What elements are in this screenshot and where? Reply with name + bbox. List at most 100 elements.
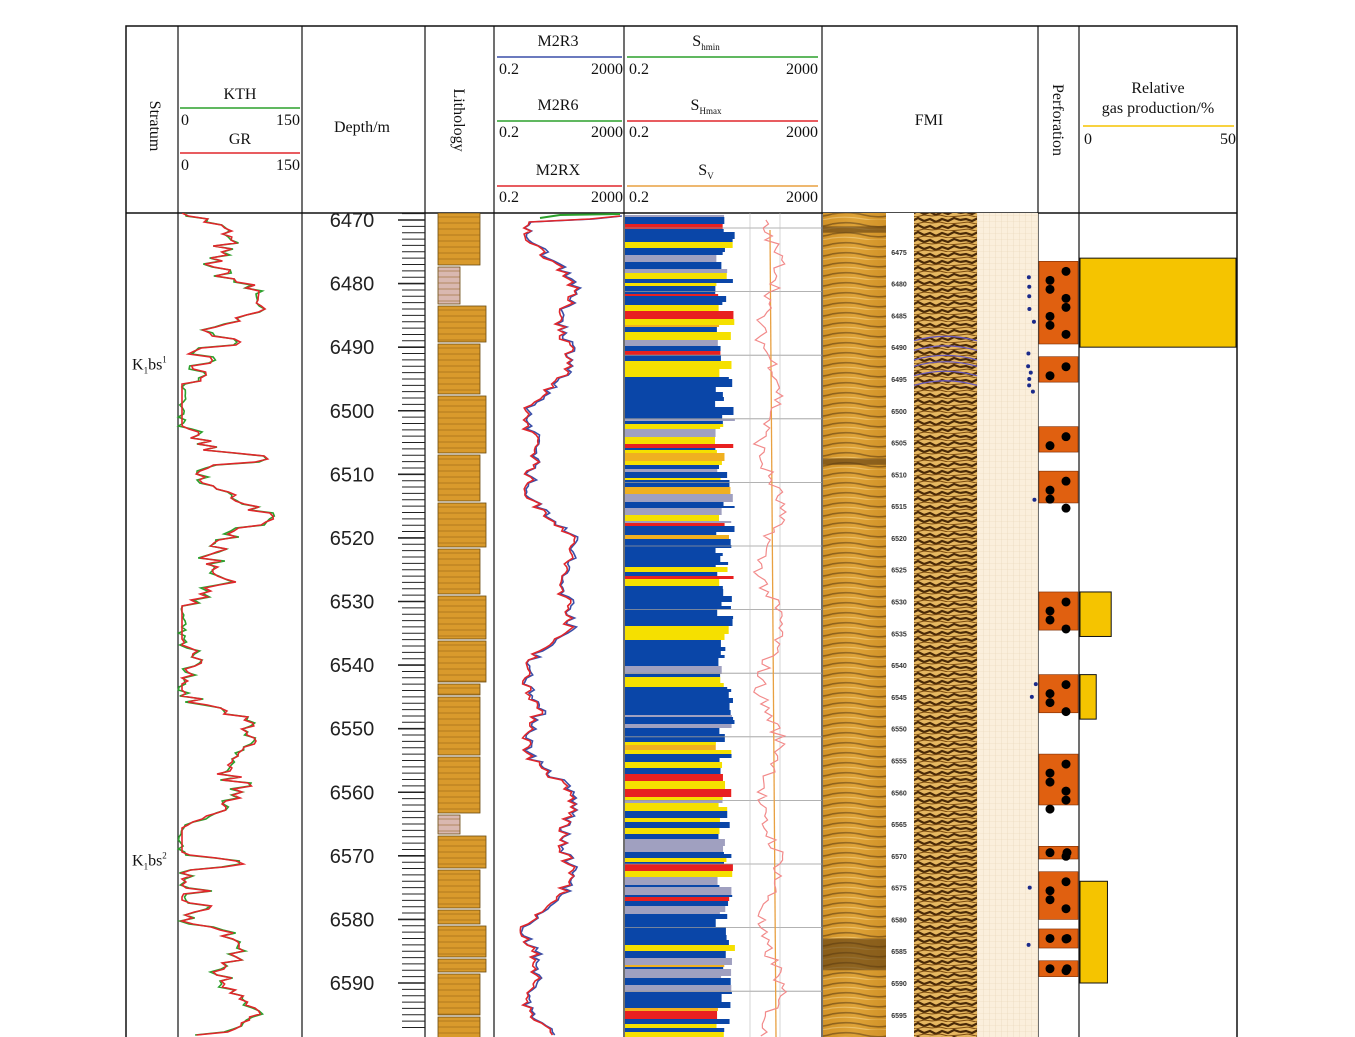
perforation-shot <box>1061 904 1071 914</box>
stress-band <box>625 887 732 895</box>
stress-band <box>625 269 728 273</box>
curve-min: 0.2 <box>499 61 519 78</box>
fmi-depth-label-6475: 6475 <box>891 250 907 257</box>
stress-band <box>625 487 731 494</box>
fmi-fracture-trace <box>913 361 978 367</box>
curve-max: 2000 <box>786 189 818 206</box>
depth-label-6510: 6510 <box>330 464 375 486</box>
stress-band <box>625 606 731 609</box>
stress-band <box>625 609 718 616</box>
fmi-dip-point <box>1027 294 1032 299</box>
fmi-dip-point <box>1027 284 1032 289</box>
stress-band <box>625 703 730 710</box>
gas-min: 0 <box>1084 131 1092 148</box>
stress-band <box>625 858 727 862</box>
stress-band <box>625 912 720 914</box>
depth-header: Depth/m <box>334 119 391 136</box>
curve-min: 0.2 <box>629 189 649 206</box>
stress-band <box>625 548 716 553</box>
stress-band <box>625 871 733 877</box>
perforation-interval <box>1038 928 1079 949</box>
perforation-shot <box>1045 698 1055 708</box>
fmi-depth-label-6495: 6495 <box>891 377 907 384</box>
stress-band <box>625 232 735 239</box>
stress-band <box>625 448 716 450</box>
depth-label-6550: 6550 <box>330 719 375 741</box>
perforation-shot <box>1061 786 1071 796</box>
fmi-dip-point <box>1027 307 1032 312</box>
stress-band <box>625 807 728 811</box>
curve-max: 2000 <box>786 61 818 78</box>
fmi-depth-label-6590: 6590 <box>891 981 907 988</box>
fmi-dark-band <box>823 226 886 233</box>
stress-band <box>625 562 729 565</box>
stress-band <box>625 469 718 472</box>
stress-band <box>625 822 730 828</box>
stress-band <box>625 302 723 305</box>
log-tracks: K1bs1 K1bs2 6470 6480 6490 6500 6510 6520 6530 65… <box>132 213 1237 1037</box>
shmax-curve <box>752 219 788 1037</box>
perforation-interval <box>1038 470 1079 504</box>
perforation-track <box>1038 261 1079 977</box>
stress-band <box>625 319 735 325</box>
depth-label-6540: 6540 <box>330 655 375 677</box>
perforation-shot <box>1045 320 1055 330</box>
stress-band <box>625 762 723 768</box>
fmi-dip-point <box>1026 942 1031 947</box>
stratum-label: K1bs1 <box>132 355 167 376</box>
fmi-depth-label-6550: 6550 <box>891 727 907 734</box>
stress-band <box>625 683 724 687</box>
perforation-shot <box>1045 964 1055 974</box>
stress-band <box>625 724 732 728</box>
fmi-grid-panel <box>977 213 1038 1037</box>
fmi-depth-label-6505: 6505 <box>891 441 907 448</box>
perforation-shot <box>1045 777 1055 787</box>
curve-min: 0.2 <box>629 124 649 141</box>
gas-max: 50 <box>1220 131 1236 148</box>
stress-band <box>625 626 729 634</box>
stress-band <box>625 327 717 332</box>
fmi-depth-label-6525: 6525 <box>891 568 907 575</box>
gas-header-line1: Relative <box>1131 80 1184 97</box>
fmi-depth-label-6545: 6545 <box>891 695 907 702</box>
stress-band <box>625 453 725 461</box>
stress-band <box>625 379 733 387</box>
stress-band <box>625 651 721 655</box>
gas-production-bar <box>1079 880 1108 984</box>
stress-band <box>625 461 722 465</box>
stress-band <box>625 692 729 698</box>
fmi-depth-strip <box>886 213 914 1037</box>
stress-band <box>625 292 716 294</box>
stress-band <box>625 567 728 572</box>
stress-band <box>625 539 731 545</box>
fmi-dark-band <box>823 458 886 465</box>
curve-name-s-v: SV <box>698 162 714 181</box>
perforation-interval <box>1038 356 1079 383</box>
perforation-interval <box>1038 261 1079 345</box>
stress-band <box>625 361 732 369</box>
stress-band <box>625 689 732 692</box>
perforation-interval <box>1038 426 1079 453</box>
stress-band <box>625 248 725 252</box>
stress-band <box>625 658 719 666</box>
perforation-shot <box>1045 804 1055 814</box>
stress-band <box>625 750 732 754</box>
fmi-depth-label-6515: 6515 <box>891 504 907 511</box>
curve-max: 150 <box>276 157 300 174</box>
depth-label-6590: 6590 <box>330 973 375 995</box>
stress-band <box>625 768 721 774</box>
fmi-depth-label-6535: 6535 <box>891 631 907 638</box>
stress-band <box>625 369 720 377</box>
fmi-dip-point <box>1029 694 1034 699</box>
stress-band <box>625 332 731 340</box>
stress-band <box>625 734 725 742</box>
fmi-depth-label-6565: 6565 <box>891 822 907 829</box>
fmi-dip-point <box>1032 497 1037 502</box>
fmi-depth-label-6500: 6500 <box>891 409 907 416</box>
stress-band <box>625 296 727 302</box>
fmi-dip-point <box>1028 370 1033 375</box>
stress-band <box>625 286 716 292</box>
stress-band <box>625 239 733 242</box>
stress-band <box>625 217 725 224</box>
stress-band <box>625 897 730 901</box>
